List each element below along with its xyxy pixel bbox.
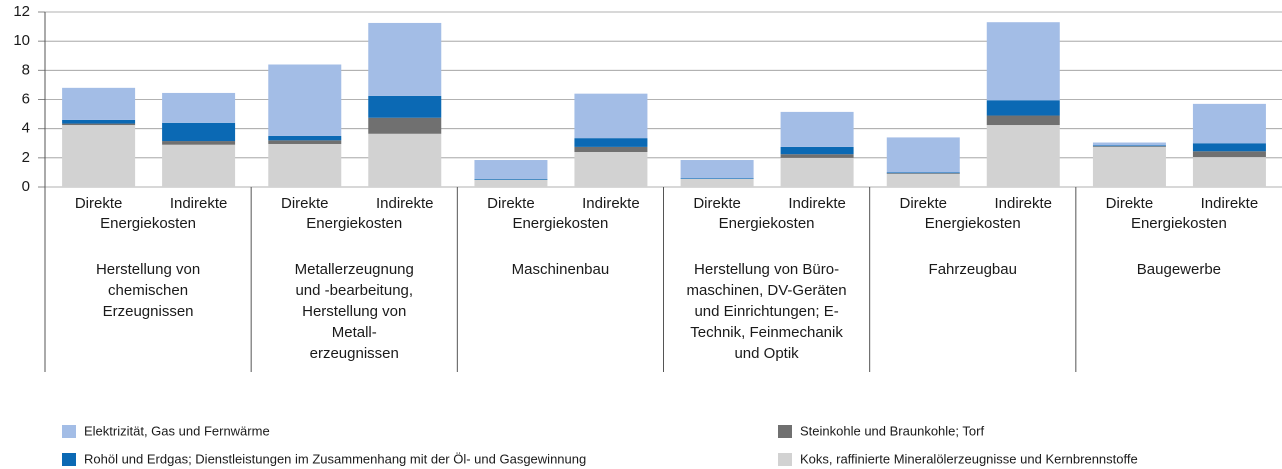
bar-segment (368, 95, 442, 118)
legend-swatch (62, 453, 76, 466)
bar-segment (986, 100, 1060, 116)
bar-segment (268, 140, 342, 144)
bar-segment (1192, 143, 1266, 152)
legend-label: Koks, raffinierte Mineralölerzeugnisse u… (800, 451, 1138, 466)
y-tick-label: 8 (22, 61, 30, 78)
bar-segment (680, 160, 754, 179)
group-label: erzeugnissen (310, 345, 399, 362)
bar-segment (886, 173, 960, 174)
legend-swatch (778, 425, 792, 438)
x-tick-label: Direkte (1106, 195, 1154, 212)
group-label: Technik, Feinmechanik (690, 324, 843, 341)
bar-segment (986, 22, 1060, 101)
bar-segment (368, 22, 442, 96)
y-tick-label: 2 (22, 149, 30, 166)
group-label: Metall- (332, 324, 377, 341)
bar-segment (574, 146, 648, 152)
group-label: und Optik (734, 345, 799, 362)
bar-segment (680, 178, 754, 179)
x-tick-label: Direkte (900, 195, 948, 212)
group-label: und -bearbeitung, (295, 282, 413, 299)
group-label: Herstellung von Büro- (694, 261, 839, 278)
bar-segment (162, 92, 236, 123)
category-sublabel: Energiekosten (925, 215, 1021, 232)
bar-segment (886, 172, 960, 174)
legend-label: Elektrizität, Gas und Fernwärme (84, 423, 270, 438)
bar-segment (162, 141, 236, 145)
bar-segment (268, 143, 342, 187)
x-tick-label: Indirekte (170, 195, 228, 212)
bar-segment (780, 111, 854, 147)
legend-swatch (62, 425, 76, 438)
group-label: Maschinenbau (512, 261, 610, 278)
legend-swatch (778, 453, 792, 466)
category-sublabel: Energiekosten (100, 215, 196, 232)
bar-segment (62, 119, 136, 124)
bar-segment (574, 93, 648, 139)
bar-segment (1092, 146, 1166, 147)
bar-segment (162, 144, 236, 187)
y-tick-label: 4 (22, 120, 30, 137)
bar-segment (1092, 145, 1166, 147)
bar-segment (162, 122, 236, 142)
x-tick-label: Indirekte (994, 195, 1052, 212)
bar-segment (474, 179, 548, 187)
category-sublabel: Energiekosten (719, 215, 815, 232)
bar-segment (1192, 103, 1266, 144)
x-tick-label: Indirekte (582, 195, 640, 212)
group-label: Metallerzeugnung (295, 261, 414, 278)
bar-segment (780, 157, 854, 187)
bar-segment (268, 64, 342, 136)
bar-segment (886, 173, 960, 187)
y-tick-label: 0 (22, 178, 30, 195)
bar-segment (474, 160, 548, 179)
group-label: Baugewerbe (1137, 261, 1221, 278)
x-tick-label: Indirekte (788, 195, 846, 212)
bar-segment (368, 117, 442, 134)
bar-segment (62, 87, 136, 120)
bar-segment (574, 152, 648, 187)
y-tick-label: 10 (13, 32, 30, 49)
bar-segment (574, 138, 648, 147)
bar-segment (680, 178, 754, 187)
x-tick-label: Direkte (75, 195, 123, 212)
category-sublabel: Energiekosten (512, 215, 608, 232)
legend-label: Steinkohle und Braunkohle; Torf (800, 423, 984, 438)
bar-segment (268, 135, 342, 141)
bar-segment (986, 115, 1060, 126)
bar-segment (1192, 151, 1266, 158)
x-tick-label: Indirekte (1201, 195, 1259, 212)
legend-label: Rohöl und Erdgas; Dienstleistungen im Zu… (84, 451, 586, 466)
bar-segment (62, 125, 136, 187)
category-sublabel: Energiekosten (306, 215, 402, 232)
group-label: und Einrichtungen; E- (694, 303, 838, 320)
x-tick-label: Direkte (281, 195, 329, 212)
bar-segment (1092, 146, 1166, 187)
bar-segment (474, 178, 548, 180)
category-sublabel: Energiekosten (1131, 215, 1227, 232)
bar-segment (368, 133, 442, 187)
y-tick-label: 6 (22, 90, 30, 107)
bar-segment (886, 137, 960, 173)
bar-segment (780, 146, 854, 155)
x-tick-label: Direkte (487, 195, 535, 212)
group-label: Erzeugnissen (103, 303, 194, 320)
group-label: chemischen (108, 282, 188, 299)
bar-segment (780, 154, 854, 158)
x-tick-label: Indirekte (376, 195, 434, 212)
x-tick-label: Direkte (693, 195, 741, 212)
bar-segment (1092, 142, 1166, 146)
group-label: maschinen, DV-Geräten (687, 282, 847, 299)
y-tick-label: 12 (13, 3, 30, 20)
bar-segment (986, 125, 1060, 187)
bar-segment (1192, 157, 1266, 187)
group-label: Fahrzeugbau (929, 261, 1017, 278)
group-label: Herstellung von (302, 303, 406, 320)
bar-segment (62, 123, 136, 126)
group-label: Herstellung von (96, 261, 200, 278)
